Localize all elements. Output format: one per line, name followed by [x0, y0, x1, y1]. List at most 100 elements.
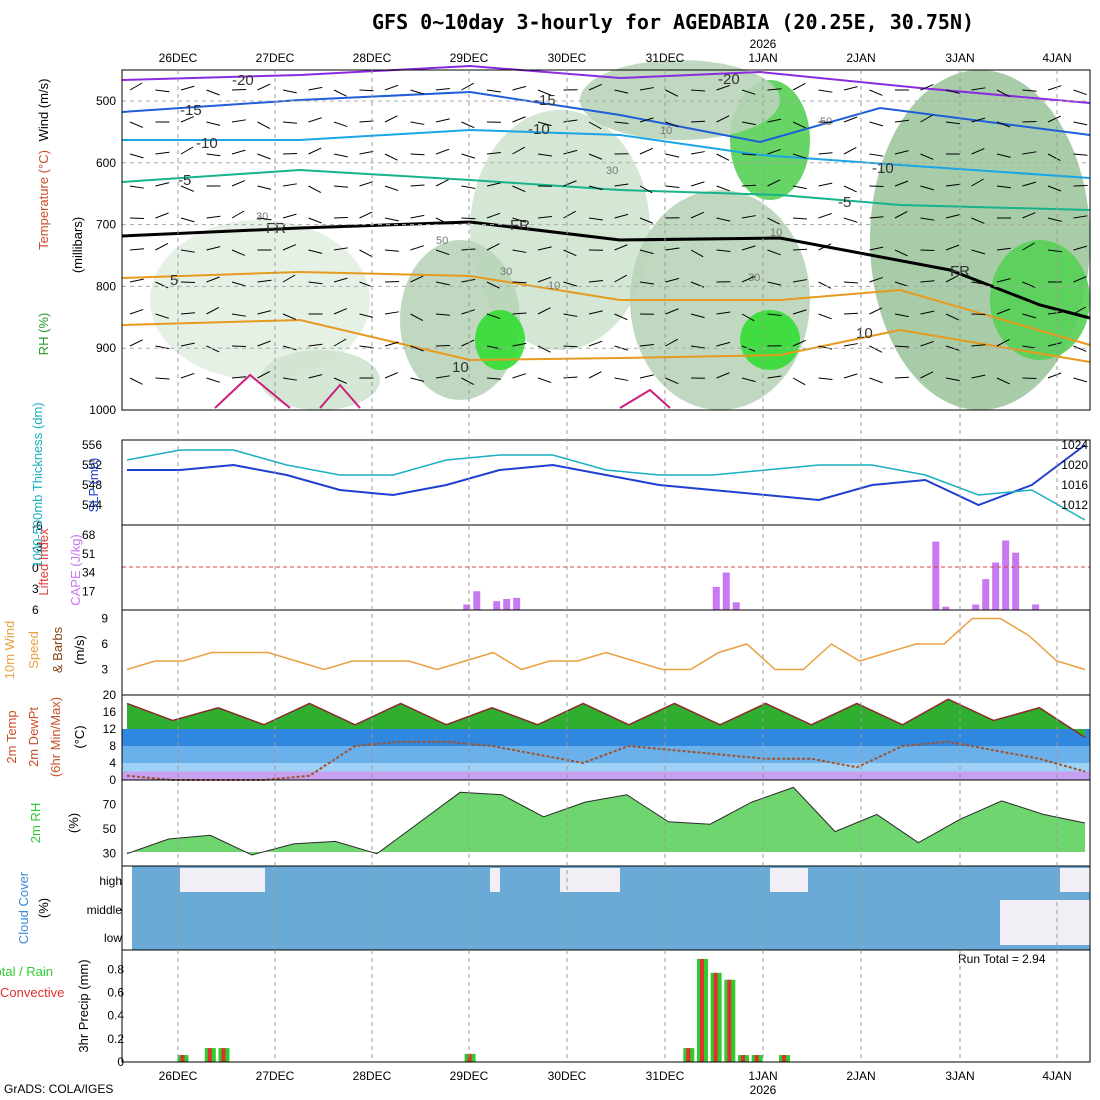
wind-barb-6-16: [537, 276, 552, 283]
wind-barb-4-14: [486, 212, 501, 219]
cape-bar-14: [1012, 552, 1020, 610]
wind-barb-0-33: [971, 87, 986, 91]
wind-barb-2-17: [563, 149, 578, 155]
wind-barb-8-20: [639, 344, 654, 347]
wind-barb-8-5: [257, 340, 271, 347]
wind-barb-2-12: [435, 148, 450, 155]
wind-barb-3-14: [486, 182, 501, 187]
wind-barb-5-21: [665, 247, 680, 251]
wind-barb-7-8: [333, 308, 348, 315]
wind-barb-2-25: [767, 148, 781, 155]
wind-barb-3-8: [333, 185, 348, 188]
temp-contour-9: [619, 388, 671, 409]
precip-tick-0.4: 0.4: [107, 1009, 124, 1023]
wind-barb-3-36: [1047, 185, 1062, 192]
wind-barb-8-2: [180, 342, 195, 347]
wind-barb-9-11: [410, 377, 425, 382]
wind-barb-0-26: [792, 82, 806, 91]
wind-barb-9-32: [945, 377, 960, 382]
label-total-rain: Total / Rain: [0, 964, 53, 979]
label-rh: RH (%): [36, 313, 51, 356]
wind-barb-0-22: [690, 89, 706, 92]
wind-barb-1-20: [639, 117, 654, 123]
panel-precip-frame: [121, 949, 1091, 1063]
rh-shade-10: [260, 350, 380, 410]
wind-barb-2-21: [665, 153, 680, 158]
wind-barb-2-30: [894, 150, 909, 155]
temp-contour-1: [121, 90, 1091, 144]
temp2m-tick-12: 12: [103, 722, 117, 736]
temp2m-line: [126, 698, 1086, 739]
wind-barb-0-23: [716, 84, 730, 91]
wind-barb-3-27: [818, 182, 833, 187]
cape-tick-34: 34: [82, 566, 96, 580]
precip-conv-bar-2: [221, 1048, 226, 1062]
wind-barb-6-33: [971, 281, 986, 285]
temp2m-area: [127, 699, 1085, 738]
wind-barb-0-8: [333, 89, 347, 97]
wind-barb-7-34: [996, 308, 1011, 315]
wind-barb-3-15: [512, 185, 526, 193]
wind-barb-3-20: [639, 185, 653, 194]
cape-bar-6: [722, 572, 730, 610]
wind-barb-9-19: [614, 377, 629, 381]
wind-barb-5-12: [435, 249, 450, 256]
temp-contour-4: [121, 220, 1091, 320]
wind-barb-5-10: [384, 249, 399, 252]
wind-barb-2-5: [257, 153, 271, 160]
wind-barb-8-1: [155, 345, 170, 350]
wind-barb-5-37: [1073, 245, 1088, 251]
rh2m-tick-30: 30: [103, 847, 117, 861]
wind-barb-1-13: [461, 121, 475, 129]
bottom-date-1JAN: 1JAN: [748, 1069, 777, 1083]
cape-bar-15: [1032, 604, 1040, 610]
mb-tick-700: 700: [96, 218, 116, 232]
wind-barb-8-37: [1073, 345, 1087, 352]
wind-barb-8-9: [359, 345, 374, 349]
wind-barb-1-16: [537, 121, 552, 127]
wind-barb-6-3: [206, 276, 220, 283]
wind-barb-1-10: [384, 115, 398, 123]
rh-contour-label-2: 30: [500, 266, 512, 278]
wind-barb-4-30: [894, 210, 908, 219]
cape-bar-7: [732, 602, 740, 610]
wind-barb-7-32: [945, 313, 959, 321]
wind-barb-9-8: [333, 377, 348, 384]
wind-barb-3-2: [180, 185, 195, 192]
label-2m-dewpt: 2m DewPt: [26, 707, 41, 767]
wind-barb-6-34: [996, 278, 1011, 283]
slp-tick-1020: 1020: [1061, 458, 1088, 472]
rh-contour-label-8: 10: [660, 125, 672, 137]
wind-barb-9-12: [435, 375, 450, 379]
cape-bar-3: [503, 598, 511, 610]
temp2m-tick-20: 20: [103, 688, 117, 702]
wind-barb-0-13: [461, 82, 474, 91]
cape-tick-68: 68: [82, 528, 96, 542]
label-barbs: & Barbs: [50, 626, 65, 673]
wind-barb-4-12: [435, 217, 449, 225]
li-tick-0: 6: [32, 603, 39, 617]
wind-barb-3-10: [384, 185, 399, 192]
wind-barb-5-20: [639, 249, 654, 255]
wind-barb-3-11: [410, 184, 425, 187]
label-slp: SLP (mb): [86, 458, 101, 513]
mb-tick-600: 600: [96, 156, 116, 170]
wind-barb-9-3: [206, 377, 220, 383]
label-lifted-index: Lifted Index: [36, 528, 51, 596]
wind-barb-5-13: [461, 248, 476, 251]
wind-barb-0-27: [818, 89, 833, 93]
wind-barb-6-20: [639, 281, 654, 285]
wind-barb-7-3: [206, 306, 220, 315]
wind-barb-3-31: [920, 185, 935, 191]
thick-tick-544: 544: [82, 498, 102, 512]
wind-barb-0-20: [639, 87, 654, 91]
wind-barb-7-30: [894, 313, 909, 318]
temp-contour-8: [319, 383, 361, 409]
label-thickness: 1000-500mb Thickness (dm): [30, 402, 45, 567]
wind-barb-2-22: [690, 151, 705, 155]
temp-contour-5: [121, 270, 1091, 346]
wind-barb-2-3: [206, 153, 221, 157]
wind-barb-1-36: [1047, 115, 1061, 123]
contour-label-5: 5: [170, 272, 178, 289]
wind-barb-7-14: [486, 313, 501, 320]
